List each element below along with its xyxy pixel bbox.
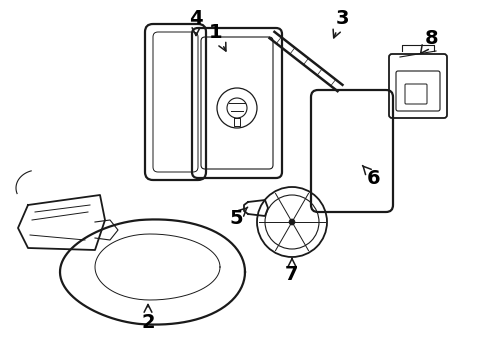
Text: 7: 7 [285, 258, 299, 284]
Text: 2: 2 [141, 305, 155, 332]
Text: 5: 5 [229, 207, 247, 228]
Text: 6: 6 [363, 166, 381, 188]
Text: 4: 4 [189, 9, 203, 36]
Text: 8: 8 [420, 28, 439, 53]
Text: 1: 1 [209, 23, 226, 51]
Text: 3: 3 [333, 9, 349, 38]
Circle shape [289, 219, 295, 225]
